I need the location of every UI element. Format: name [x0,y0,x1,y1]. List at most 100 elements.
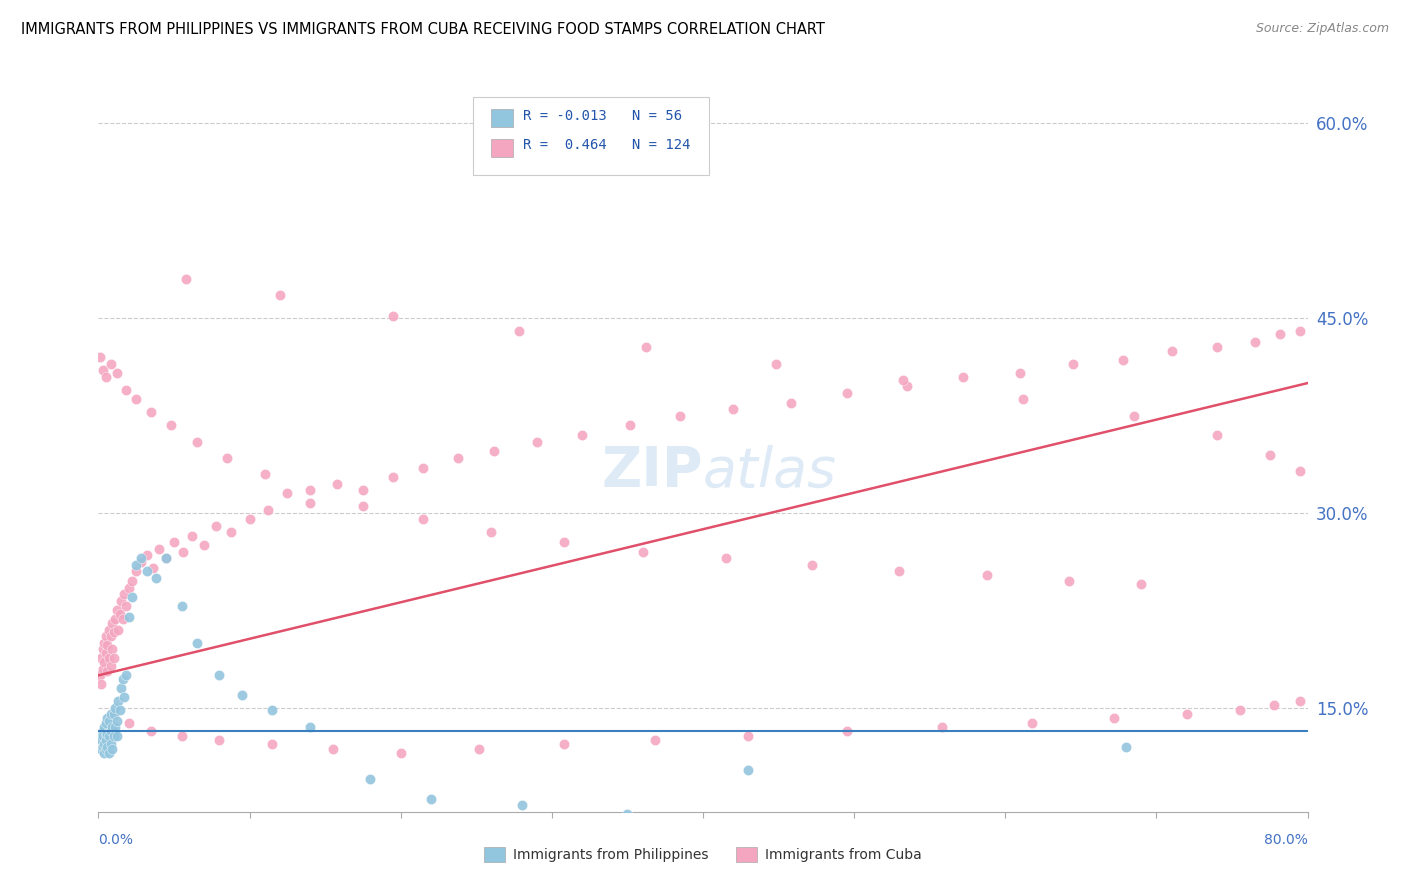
Point [100,659,122,673]
Point [94,646,117,660]
Point [105,366,128,380]
Point [96,727,118,741]
Point [100,629,122,643]
Point [186,434,208,449]
Point [129,551,152,566]
Point [737,763,759,777]
Point [145,571,167,585]
Point [231,688,253,702]
Point [1112,352,1135,367]
Point [1175,707,1198,722]
Point [299,483,322,497]
Point [631,545,654,559]
Point [104,701,127,715]
Point [100,707,122,722]
Point [104,612,127,626]
Point [352,500,374,514]
Point [1115,739,1137,754]
Legend: Immigrants from Philippines, Immigrants from Cuba: Immigrants from Philippines, Immigrants … [478,842,928,868]
Point [412,512,434,526]
Point [91,363,114,377]
Point [90,677,112,691]
Point [896,378,918,392]
FancyBboxPatch shape [492,109,513,127]
Point [96,639,118,653]
Point [94,733,117,747]
Point [125,392,148,406]
Point [91,724,114,739]
Point [101,742,124,756]
Point [269,287,291,301]
Point [170,599,193,614]
Point [1010,366,1032,380]
Point [107,694,129,708]
Point [89,727,111,741]
Point [1289,324,1312,338]
Point [101,616,124,631]
Point [114,383,136,397]
Point [262,703,284,717]
Point [526,434,548,449]
Point [952,369,974,384]
Point [299,495,322,509]
Point [352,483,374,497]
Point [98,623,121,637]
Point [155,551,177,566]
Point [1206,340,1229,354]
Point [1160,343,1182,358]
Point [105,730,128,744]
Point [253,467,276,481]
Point [205,519,228,533]
Point [1012,392,1035,406]
Text: Source: ZipAtlas.com: Source: ZipAtlas.com [1256,22,1389,36]
Point [121,591,143,605]
Point [468,742,491,756]
Point [644,733,666,747]
Point [1021,716,1043,731]
Point [322,742,344,756]
Point [108,703,131,717]
Text: ZIP: ZIP [602,444,703,498]
Point [101,642,124,657]
Point [382,469,405,483]
Point [193,538,215,552]
Point [100,724,122,739]
Point [918,820,941,834]
Point [148,542,170,557]
Point [98,730,121,744]
Point [110,681,132,696]
Point [1062,357,1084,371]
Point [382,309,405,323]
Point [779,395,801,409]
Text: atlas: atlas [703,444,837,498]
Point [103,707,125,722]
Point [89,668,111,682]
Point [976,568,998,582]
Point [90,733,112,747]
Point [1263,698,1285,713]
Point [510,798,533,813]
Point [669,409,692,423]
Point [1258,448,1281,462]
Point [174,272,197,286]
Point [1289,464,1312,478]
Point [129,555,152,569]
Point [723,402,745,417]
Point [484,443,506,458]
Point [91,642,114,657]
Point [163,534,186,549]
Point [160,417,183,432]
Point [90,742,112,756]
Point [105,714,128,728]
Point [110,594,132,608]
Point [155,551,177,566]
Point [1057,574,1080,588]
Point [118,610,141,624]
Point [616,807,638,822]
Point [239,512,262,526]
Point [93,737,115,751]
Point [114,668,136,682]
FancyBboxPatch shape [492,139,513,156]
Point [93,720,115,734]
Point [141,724,163,739]
